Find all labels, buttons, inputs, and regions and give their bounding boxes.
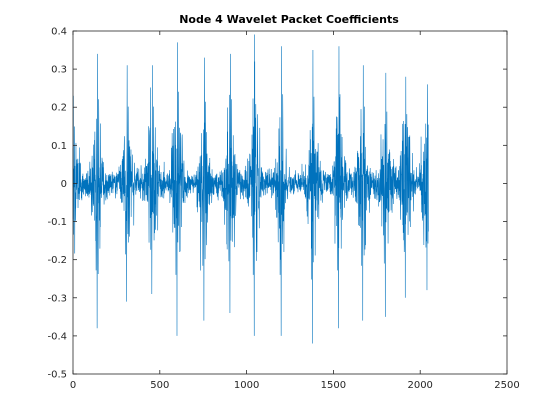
x-tick-label: 500 bbox=[150, 380, 169, 391]
x-tick-label: 0 bbox=[70, 380, 76, 391]
y-tick-label: 0.4 bbox=[51, 27, 67, 38]
y-tick-label: -0.2 bbox=[47, 255, 67, 266]
y-tick-label: -0.5 bbox=[47, 370, 67, 381]
y-tick-label: 0 bbox=[61, 179, 67, 190]
signal-line bbox=[72, 34, 429, 344]
axes-box bbox=[72, 30, 508, 375]
x-tick-label: 2000 bbox=[407, 380, 432, 391]
y-tick-label: 0.3 bbox=[51, 65, 67, 76]
plot-area bbox=[73, 31, 507, 374]
y-tick-label: -0.4 bbox=[47, 331, 67, 342]
y-tick-label: 0.2 bbox=[51, 103, 67, 114]
axes-layer: 0 500 1000 1500 2000 2500 -0.5 -0.4 -0.3 -0.2 -0.1… bbox=[47, 27, 519, 392]
x-tick-label: 2500 bbox=[494, 380, 519, 391]
y-tick-label: 0.1 bbox=[51, 141, 67, 152]
chart-title: Node 4 Wavelet Packet Coefficients bbox=[179, 13, 399, 26]
y-tick-label: -0.3 bbox=[47, 293, 67, 304]
signal-layer bbox=[72, 34, 429, 344]
y-tick-label: -0.1 bbox=[47, 217, 67, 228]
x-tick-label: 1000 bbox=[234, 380, 259, 391]
x-tick-label: 1500 bbox=[321, 380, 346, 391]
